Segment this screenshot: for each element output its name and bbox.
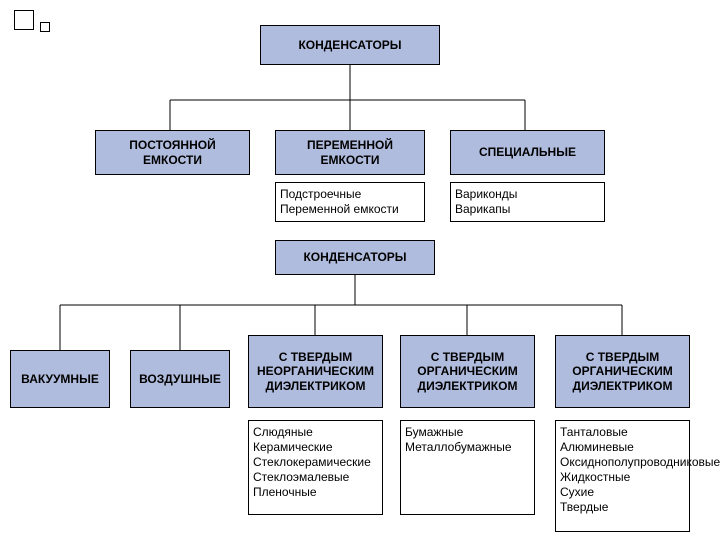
diagram-canvas: КОНДЕНСАТОРЫ ПОСТОЯННОЙЕМКОСТИ ПЕРЕМЕННО… [0, 0, 720, 540]
list-item: Слюдяные [253, 425, 378, 440]
list-item: Жидкостные [560, 470, 685, 485]
list-item: Варикапы [455, 202, 600, 217]
list-item: Танталовые [560, 425, 685, 440]
tree1-child-variable: ПЕРЕМЕННОЙЕМКОСТИ [275, 130, 425, 175]
list-item: Бумажные [405, 425, 530, 440]
tree2-child-vacuum: ВАКУУМНЫЕ [10, 350, 110, 408]
tree2-child-air: ВОЗДУШНЫЕ [130, 350, 230, 408]
list-item: Переменной емкости [280, 202, 420, 217]
tree2-list-organic-2: ТанталовыеАлюминевыеОксиднополупроводник… [555, 420, 690, 532]
list-item: Оксиднополупроводниковые [560, 455, 685, 470]
deco-square-small [40, 22, 50, 32]
list-item: Пленочные [253, 485, 378, 500]
tree2-root: КОНДЕНСАТОРЫ [275, 240, 435, 275]
list-item: Керамические [253, 440, 378, 455]
list-item: Вариконды [455, 187, 600, 202]
tree1-child-constant: ПОСТОЯННОЙЕМКОСТИ [95, 130, 250, 175]
tree1-root: КОНДЕНСАТОРЫ [260, 25, 440, 65]
tree2-child-solid-inorganic: С ТВЕРДЫМНЕОРГАНИЧЕСКИМДИЭЛЕКТРИКОМ [248, 335, 383, 408]
list-item: Твердые [560, 500, 685, 515]
list-item: Сухие [560, 485, 685, 500]
list-item: Алюминевые [560, 440, 685, 455]
tree1-child-special: СПЕЦИАЛЬНЫЕ [450, 130, 605, 175]
tree2-child-solid-organic-1: С ТВЕРДЫМОРГАНИЧЕСКИМДИЭЛЕКТРИКОМ [400, 335, 535, 408]
list-item: Стеклоэмалевые [253, 470, 378, 485]
tree2-list-organic-1: БумажныеМеталлобумажные [400, 420, 535, 515]
tree1-list-variable: ПодстроечныеПеременной емкости [275, 182, 425, 222]
tree2-child-solid-organic-2: С ТВЕРДЫМОРГАНИЧЕСКИМДИЭЛЕКТРИКОМ [555, 335, 690, 408]
list-item: Стеклокерамические [253, 455, 378, 470]
tree1-list-special: ВарикондыВарикапы [450, 182, 605, 222]
list-item: Металлобумажные [405, 440, 530, 455]
list-item: Подстроечные [280, 187, 420, 202]
deco-square-large [14, 10, 34, 30]
tree2-list-inorganic: СлюдяныеКерамическиеСтеклокерамическиеСт… [248, 420, 383, 515]
